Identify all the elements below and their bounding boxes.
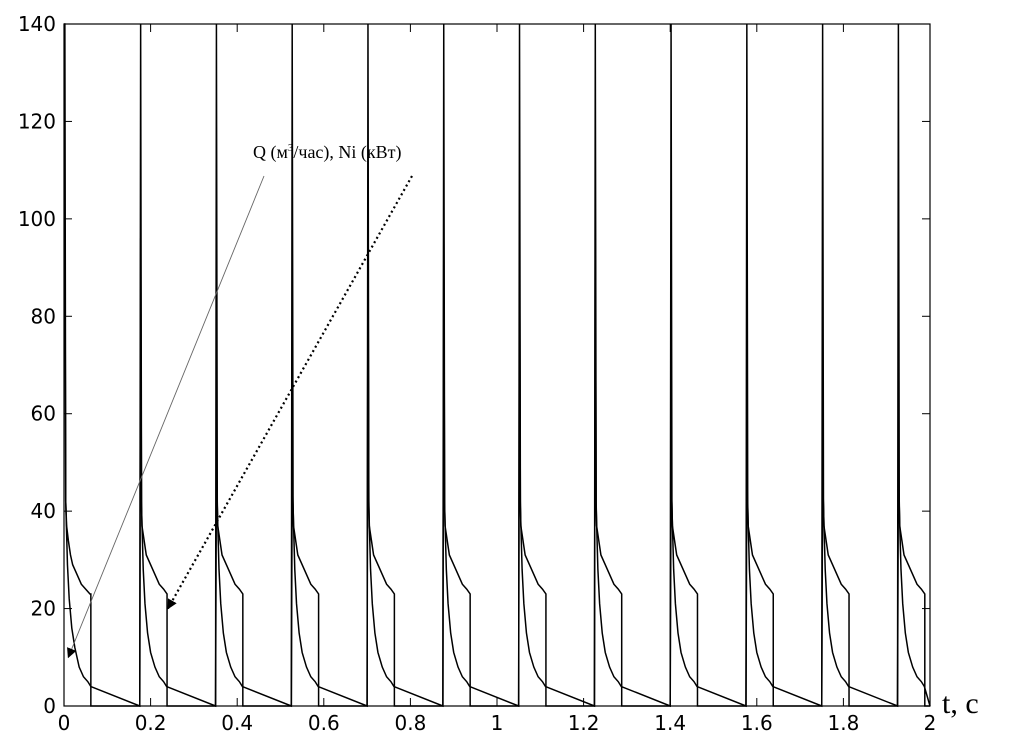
annotation-arrow-q <box>67 175 265 659</box>
x-axis-label: t, c <box>942 687 979 720</box>
y-tick-label: 80 <box>31 304 56 328</box>
annotation: Q (м3/час), Ni (кВт) <box>67 142 413 659</box>
x-tick-label: 0.8 <box>394 711 426 735</box>
series-line-2 <box>64 227 931 708</box>
series-layer <box>64 23 931 708</box>
y-tick-label: 0 <box>43 694 56 718</box>
annotation-text-part-1: Q (м <box>253 142 288 163</box>
x-tick-label: 1.8 <box>827 711 859 735</box>
x-tick-label: 0.6 <box>308 711 340 735</box>
y-tick-label: 140 <box>18 12 56 36</box>
plot-area <box>63 23 931 707</box>
series-line-1 <box>64 23 930 707</box>
annotation-superscript: 3 <box>288 142 294 154</box>
x-tick-label: 0 <box>58 711 71 735</box>
x-tick-label: 2 <box>924 711 937 735</box>
x-ticks: 0 0.2 0.4 0.6 0.8 1 1.2 1.4 1.6 1.8 2 <box>58 24 937 735</box>
annotation-text: Q (м3/час), Ni (кВт) <box>253 142 402 163</box>
y-tick-label: 120 <box>18 109 56 133</box>
x-tick-label: 1.4 <box>654 711 686 735</box>
annotation-text-part-2: /час), Ni (кВт) <box>293 142 401 163</box>
y-tick-label: 20 <box>31 597 56 621</box>
x-tick-label: 0.2 <box>135 711 167 735</box>
x-tick-label: 0.4 <box>221 711 253 735</box>
x-tick-label: 1 <box>491 711 504 735</box>
y-tick-label: 40 <box>31 499 56 523</box>
y-tick-label: 60 <box>31 402 56 426</box>
y-tick-label: 100 <box>18 207 56 231</box>
y-ticks: 0 20 40 60 80 100 120 140 <box>18 12 930 718</box>
x-tick-label: 1.2 <box>568 711 600 735</box>
x-tick-label: 1.6 <box>741 711 773 735</box>
